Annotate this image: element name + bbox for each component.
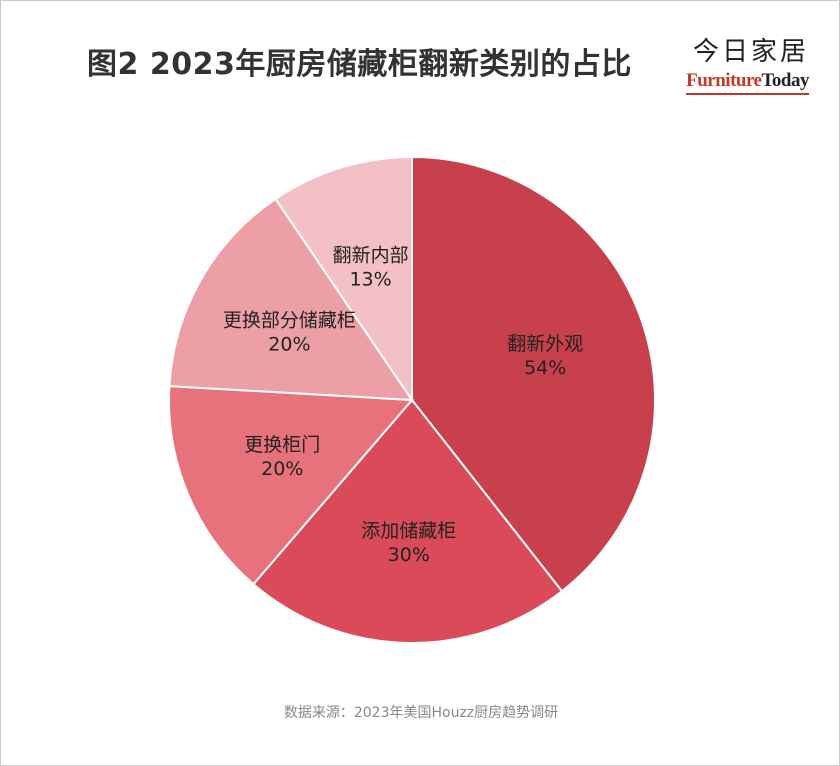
pie-slice bbox=[252, 398, 564, 644]
chart-title: 图2 2023年厨房储藏柜翻新类别的占比 bbox=[87, 47, 632, 82]
slice-category-label: 翻新外观 bbox=[507, 333, 583, 355]
brand-logo: 今日家居 FurnitureToday bbox=[686, 31, 809, 95]
slice-category-label: 更换部分储藏柜 bbox=[223, 310, 356, 332]
pie-slice bbox=[168, 385, 415, 586]
slice-category-label: 添加储藏柜 bbox=[361, 520, 456, 542]
pie-slice bbox=[168, 197, 414, 402]
slice-value-label: 20% bbox=[261, 458, 303, 480]
source-note: 数据来源：2023年美国Houzz厨房趋势调研 bbox=[283, 705, 559, 721]
slice-value-label: 20% bbox=[268, 334, 310, 356]
slice-category-label: 翻新内部 bbox=[333, 244, 409, 266]
brand-name-en-part1: Furniture bbox=[686, 70, 762, 91]
slice-value-label: 54% bbox=[524, 357, 566, 379]
brand-name-en: FurnitureToday bbox=[686, 70, 809, 92]
pie-slice bbox=[274, 155, 413, 404]
brand-name-cn: 今日家居 bbox=[692, 37, 809, 67]
slice-category-label: 更换柜门 bbox=[244, 434, 320, 456]
slice-value-label: 30% bbox=[388, 544, 430, 566]
brand-name-en-part2: Today bbox=[761, 70, 810, 91]
brand-underline bbox=[686, 93, 809, 95]
pie-slice bbox=[411, 155, 656, 593]
slice-value-label: 13% bbox=[349, 268, 391, 290]
